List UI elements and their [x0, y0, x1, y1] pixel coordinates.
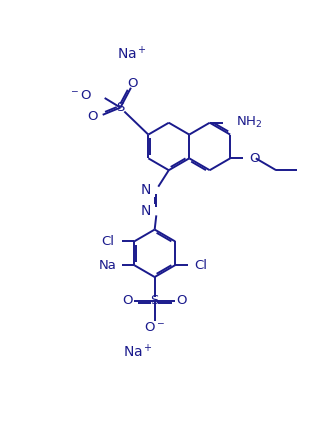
Text: Na$^+$: Na$^+$: [123, 343, 153, 360]
Text: O: O: [128, 78, 138, 90]
Text: S: S: [151, 294, 159, 307]
Text: O: O: [176, 294, 187, 307]
Text: N: N: [141, 183, 151, 197]
Text: O: O: [122, 294, 133, 307]
Text: NH$_2$: NH$_2$: [236, 115, 262, 130]
Text: O: O: [87, 110, 97, 123]
Text: Cl: Cl: [102, 235, 115, 248]
Text: N: N: [141, 205, 151, 219]
Text: Na$^+$: Na$^+$: [117, 46, 147, 63]
Text: O$^-$: O$^-$: [144, 321, 165, 334]
Text: S: S: [116, 101, 124, 114]
Text: $^-$O: $^-$O: [69, 88, 93, 102]
Text: Na: Na: [98, 259, 116, 272]
Text: Cl: Cl: [194, 259, 207, 272]
Text: O: O: [249, 152, 260, 165]
